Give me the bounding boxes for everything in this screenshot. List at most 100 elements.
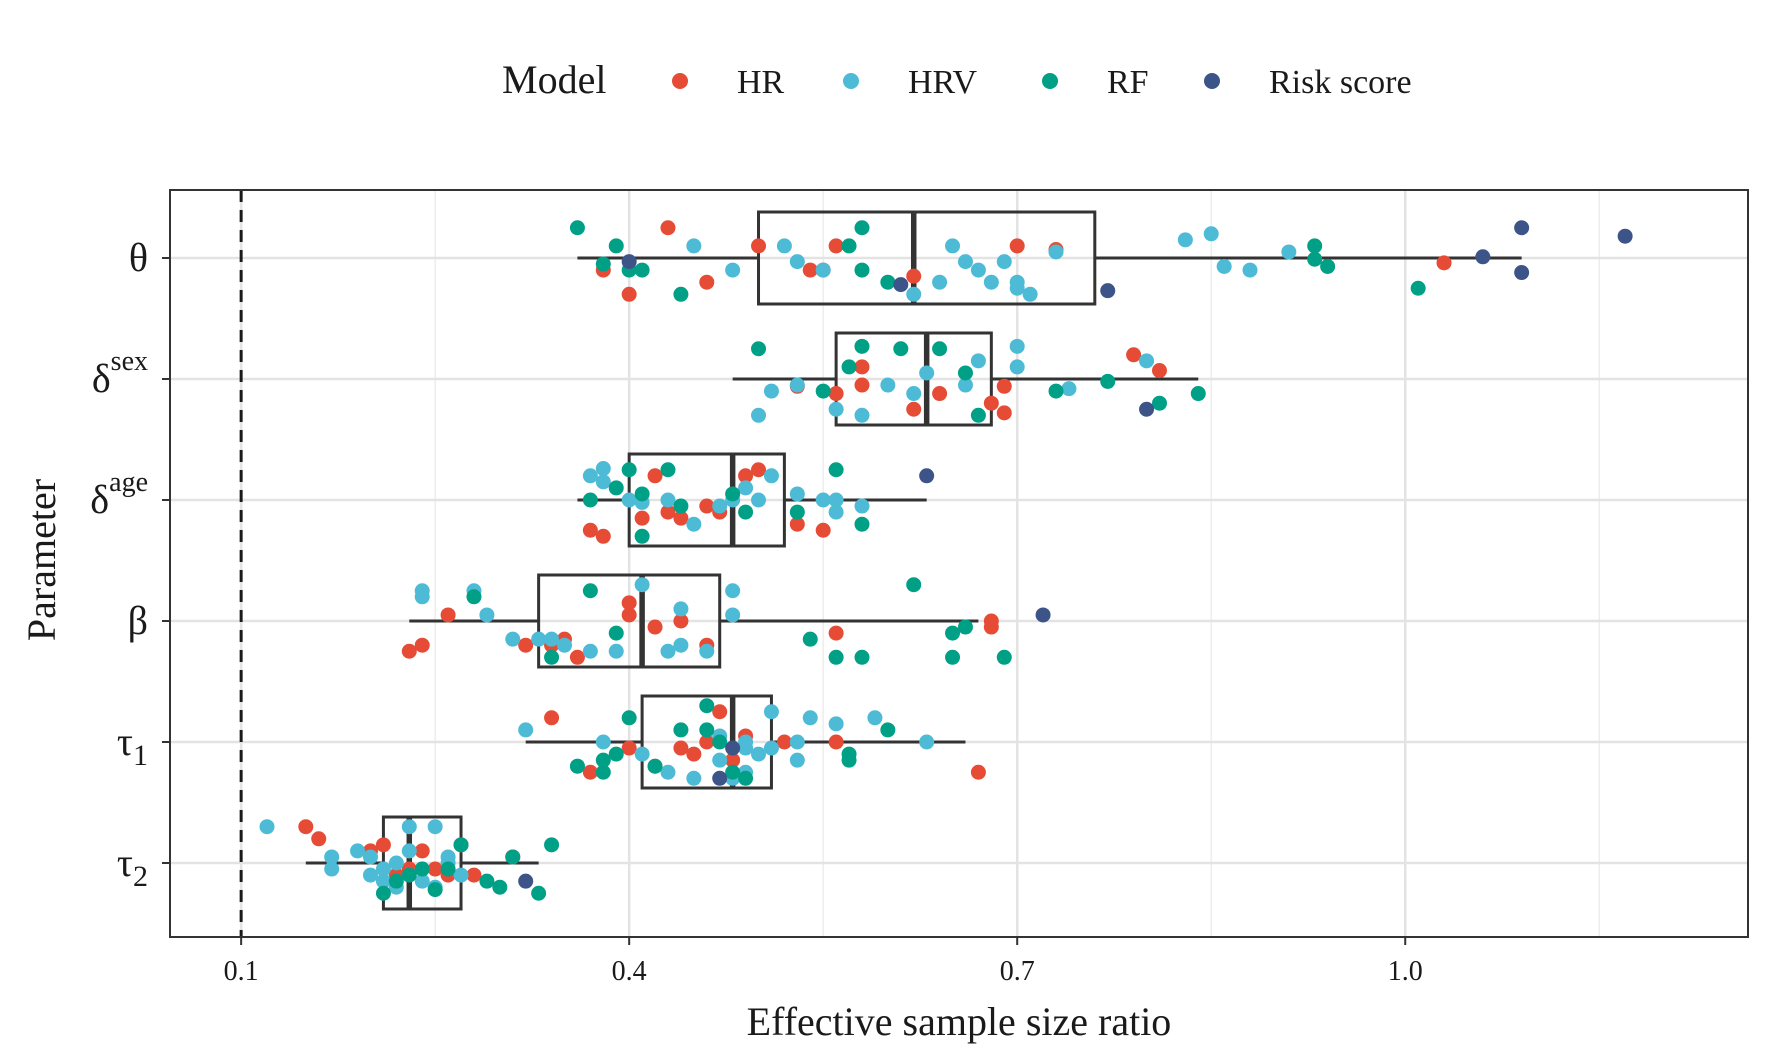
data-point-hrv (531, 631, 547, 647)
data-point-hrv (751, 746, 767, 762)
data-point-hr (906, 401, 922, 417)
data-point-rf (815, 383, 831, 399)
data-point-hrv (957, 377, 973, 393)
data-point-rf (880, 722, 896, 738)
y-tick-label-beta: β (128, 598, 148, 643)
y-tick-label-tau2: τ2 (117, 840, 148, 893)
data-point-hr (401, 643, 417, 659)
data-point-hrv (828, 504, 844, 520)
x-axis: 0.1 0.4 0.7 1.0 (224, 937, 1423, 987)
data-point-hr (660, 220, 676, 236)
data-point-hr (647, 468, 663, 484)
legend-label-hr: HR (737, 64, 785, 101)
y-tick-label-delta_age: δage (90, 467, 148, 522)
data-point-rf (1410, 280, 1426, 296)
data-point-hrv (479, 607, 495, 623)
data-point-hrv (828, 492, 844, 508)
data-point-hrv (660, 643, 676, 659)
data-point-hr (621, 740, 637, 756)
data-point-hr (673, 613, 689, 629)
x-tick-label: 1.0 (1388, 956, 1423, 987)
data-point-hrv (699, 643, 715, 659)
data-point-rf (996, 649, 1012, 665)
data-point-rf (841, 746, 857, 762)
data-point-hrv (595, 734, 611, 750)
data-point-hr (751, 238, 767, 254)
x-tick-label: 0.1 (224, 956, 259, 987)
data-point-hr (970, 764, 986, 780)
x-axis-label: Effective sample size ratio (747, 999, 1172, 1044)
data-point-rf (841, 238, 857, 254)
data-point-hr (854, 377, 870, 393)
data-point-hrv (686, 516, 702, 532)
data-point-hrv (634, 746, 650, 762)
data-point-hrv (751, 492, 767, 508)
data-point-hrv (1009, 359, 1025, 375)
data-point-risk-score (712, 770, 728, 786)
data-point-hrv (595, 474, 611, 490)
data-point-rf (1307, 238, 1323, 254)
data-point-hr (582, 522, 598, 538)
data-point-rf (1320, 258, 1336, 274)
data-point-rf (1307, 251, 1323, 267)
data-point-hrv (725, 607, 741, 623)
data-point-hr (686, 746, 702, 762)
legend-item-hrv: HRV (843, 64, 978, 101)
data-point-rf (854, 338, 870, 354)
data-point-hr (802, 262, 818, 278)
data-point-rf (738, 504, 754, 520)
data-point-rf (492, 879, 508, 895)
legend-key-hrv (843, 73, 859, 89)
box-iqr (537, 573, 722, 669)
data-point-hrv (945, 238, 961, 254)
data-point-rf (544, 837, 560, 853)
data-point-hr (725, 752, 741, 768)
data-point-risk-score (1139, 401, 1155, 417)
data-point-hr (414, 637, 430, 653)
data-point-hrv (505, 631, 521, 647)
data-point-hr (414, 843, 430, 859)
data-point-hrv (880, 377, 896, 393)
data-point-rf (569, 220, 585, 236)
y-tick-label-theta: θ (129, 235, 148, 280)
data-point-rf (854, 516, 870, 532)
box-iqr (834, 331, 993, 427)
data-point-hrv (375, 861, 391, 877)
data-point-rf (660, 462, 676, 478)
data-point-hrv (1281, 244, 1297, 260)
data-point-hrv (763, 468, 779, 484)
data-point-rf (621, 462, 637, 478)
data-point-rf (1190, 386, 1206, 402)
data-point-rf (828, 649, 844, 665)
data-point-hr (738, 468, 754, 484)
data-point-hr (828, 238, 844, 254)
data-point-hr (427, 861, 443, 877)
data-point-hrv (608, 643, 624, 659)
data-point-hrv (660, 764, 676, 780)
data-point-rf (957, 619, 973, 635)
data-point-rf (634, 486, 650, 502)
data-point-hr (1151, 363, 1167, 379)
data-point-rf (1048, 383, 1064, 399)
data-point-rf (673, 498, 689, 514)
data-point-hrv (324, 861, 340, 877)
data-point-hrv (673, 637, 689, 653)
data-point-hr (828, 734, 844, 750)
data-point-hr (1436, 255, 1452, 271)
data-point-hrv (763, 383, 779, 399)
data-point-rf (466, 589, 482, 605)
data-point-hrv (414, 873, 430, 889)
data-point-hrv (828, 716, 844, 732)
data-point-hrv (544, 631, 560, 647)
data-point-hr (634, 510, 650, 526)
data-point-rf (595, 752, 611, 768)
legend-label-hrv: HRV (908, 64, 978, 101)
data-point-hr (776, 734, 792, 750)
data-point-hr (1126, 347, 1142, 363)
data-point-rf (1100, 373, 1116, 389)
data-point-hrv (1022, 286, 1038, 302)
data-point-hr (647, 619, 663, 635)
data-point-hrv (763, 740, 779, 756)
data-point-hrv (854, 498, 870, 514)
